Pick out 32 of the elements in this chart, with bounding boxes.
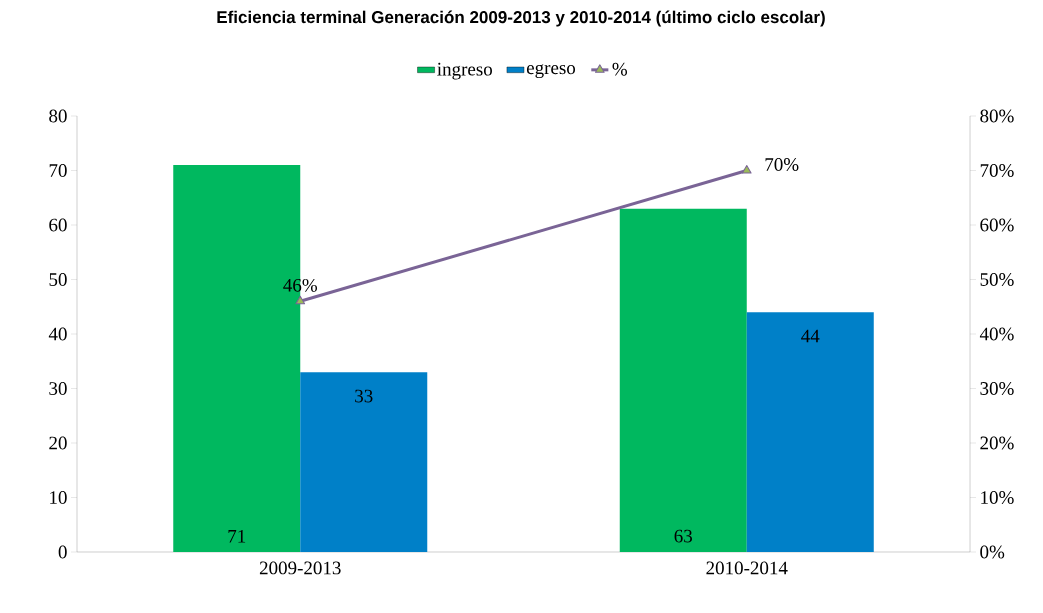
data-label: 70% bbox=[765, 158, 799, 171]
y-tick-label: 20 bbox=[49, 436, 67, 450]
legend-label: egreso bbox=[526, 64, 576, 79]
y-tick-label: 30 bbox=[49, 382, 67, 395]
y2-tick-label: 10% bbox=[981, 491, 1014, 504]
data-label: 44 bbox=[801, 329, 820, 343]
legend-label: % bbox=[612, 62, 628, 76]
x-tick-label: 2010-2014 bbox=[706, 561, 788, 575]
bar bbox=[619, 208, 747, 552]
y-tick-label: 60 bbox=[49, 218, 67, 232]
data-label: 33 bbox=[355, 389, 373, 403]
y2-tick-label: 30% bbox=[980, 382, 1014, 395]
bar bbox=[746, 312, 874, 552]
y-tick-label: 0 bbox=[58, 545, 67, 559]
y2-tick-label: 70% bbox=[980, 164, 1014, 177]
y-tick-label: 50 bbox=[49, 273, 67, 286]
y2-tick-label: 50% bbox=[980, 273, 1014, 286]
bar bbox=[300, 372, 428, 552]
y-tick-label: 80 bbox=[49, 109, 67, 123]
legend-label: ingreso bbox=[437, 62, 492, 80]
y2-tick-label: 0% bbox=[980, 545, 1005, 559]
x-tick-label: 2009-2013 bbox=[259, 561, 341, 575]
y-tick-label: 70 bbox=[49, 164, 67, 177]
y2-tick-label: 20% bbox=[980, 436, 1014, 450]
y2-tick-label: 40% bbox=[979, 327, 1014, 341]
data-label: 63 bbox=[674, 529, 693, 543]
y-tick-label: 10 bbox=[50, 491, 67, 504]
y-tick-label: 40 bbox=[48, 327, 67, 341]
data-label: 71 bbox=[228, 529, 246, 543]
y2-tick-label: 60% bbox=[980, 218, 1014, 232]
chart-title: Eficiencia terminal Generación 2009-2013 y 2010-2014 (último ciclo escolar) bbox=[217, 10, 825, 27]
y2-tick-label: 80% bbox=[980, 109, 1014, 123]
